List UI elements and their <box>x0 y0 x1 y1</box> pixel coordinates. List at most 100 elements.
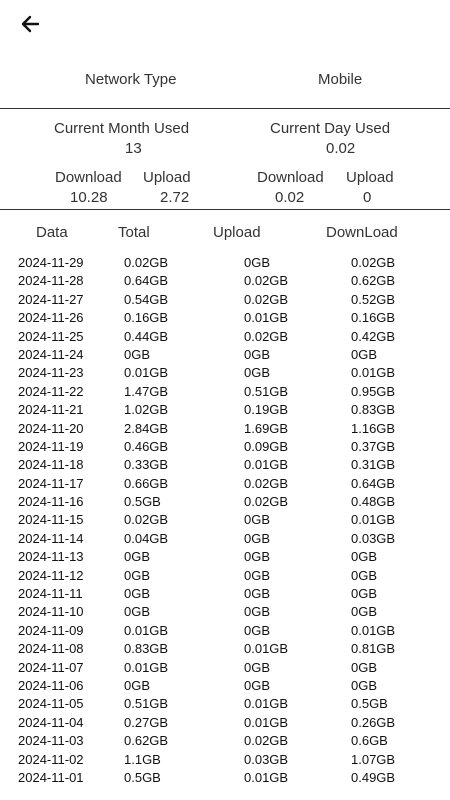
table-row: 2024-11-26 0.16GB 0.01GB 0.16GB <box>0 310 450 328</box>
row-download: 0.26GB <box>351 714 396 730</box>
table-row: 2024-11-14 0.04GB 0GB 0.03GB <box>0 531 450 549</box>
row-upload: 0.02GB <box>244 733 289 749</box>
divider-middle <box>0 209 450 210</box>
row-upload: 0GB <box>244 365 271 381</box>
row-download: 0.81GB <box>351 641 396 657</box>
row-download: 0.42GB <box>351 328 396 344</box>
row-total: 1.47GB <box>124 383 169 399</box>
row-download: 0.49GB <box>351 769 396 785</box>
row-total: 0GB <box>124 346 151 362</box>
table-row: 2024-11-21 1.02GB 0.19GB 0.83GB <box>0 402 450 420</box>
table-row: 2024-11-10 0GB 0GB 0GB <box>0 604 450 622</box>
row-upload: 0.02GB <box>244 494 289 510</box>
row-total: 1.1GB <box>124 751 161 767</box>
table-row: 2024-11-07 0.01GB 0GB 0GB <box>0 660 450 678</box>
table-row: 2024-11-12 0GB 0GB 0GB <box>0 568 450 586</box>
table-row: 2024-11-24 0GB 0GB 0GB <box>0 347 450 365</box>
table-row: 2024-11-17 0.66GB 0.02GB 0.64GB <box>0 476 450 494</box>
row-date: 2024-11-09 <box>18 622 84 638</box>
row-date: 2024-11-18 <box>18 457 84 473</box>
day-title: Current Day Used <box>270 120 391 137</box>
divider-top <box>0 108 450 109</box>
row-upload: 0.02GB <box>244 273 289 289</box>
network-type-label: Network Type <box>85 71 177 88</box>
month-title: Current Month Used <box>54 120 190 137</box>
row-total: 0.27GB <box>124 714 169 730</box>
row-upload: 0GB <box>244 567 271 583</box>
row-download: 0.64GB <box>351 475 396 491</box>
row-upload: 0GB <box>244 512 271 528</box>
table-row: 2024-11-23 0.01GB 0GB 0.01GB <box>0 365 450 383</box>
row-upload: 0.01GB <box>244 310 289 326</box>
row-date: 2024-11-07 <box>18 659 84 675</box>
row-upload: 0.01GB <box>244 769 289 785</box>
row-upload: 0.02GB <box>244 291 289 307</box>
row-total: 0.64GB <box>124 273 169 289</box>
row-total: 0.16GB <box>124 310 169 326</box>
day-download-value: 0.02 <box>275 189 305 206</box>
month-upload-value: 2.72 <box>160 189 190 206</box>
day-download-label: Download <box>257 169 324 186</box>
row-date: 2024-11-23 <box>18 365 84 381</box>
row-download: 0.01GB <box>351 622 396 638</box>
row-total: 0.01GB <box>124 659 169 675</box>
day-upload-label: Upload <box>346 169 394 186</box>
row-total: 0.04GB <box>124 530 169 546</box>
row-upload: 0GB <box>244 677 271 693</box>
row-date: 2024-11-22 <box>18 383 84 399</box>
row-total: 0GB <box>124 604 151 620</box>
row-upload: 0.02GB <box>244 328 289 344</box>
row-download: 0GB <box>351 677 378 693</box>
row-upload: 0GB <box>244 530 271 546</box>
row-download: 0GB <box>351 567 378 583</box>
row-total: 0.44GB <box>124 328 169 344</box>
table-row: 2024-11-06 0GB 0GB 0GB <box>0 678 450 696</box>
row-download: 0.37GB <box>351 438 396 454</box>
row-download: 0.52GB <box>351 291 396 307</box>
usage-summary: Current Month Used 13 Download Upload 10… <box>0 110 450 210</box>
network-type-value: Mobile <box>318 71 363 88</box>
row-upload: 0.01GB <box>244 641 289 657</box>
row-download: 1.16GB <box>351 420 396 436</box>
back-button[interactable] <box>16 10 48 38</box>
row-download: 0.16GB <box>351 310 396 326</box>
row-date: 2024-11-08 <box>18 641 84 657</box>
table-row: 2024-11-09 0.01GB 0GB 0.01GB <box>0 623 450 641</box>
table-row: 2024-11-13 0GB 0GB 0GB <box>0 549 450 567</box>
row-date: 2024-11-02 <box>18 751 84 767</box>
table-row: 2024-11-02 1.1GB 0.03GB 1.07GB <box>0 752 450 770</box>
row-upload: 0.02GB <box>244 475 289 491</box>
row-date: 2024-11-15 <box>18 512 84 528</box>
row-total: 0.02GB <box>124 512 169 528</box>
row-download: 0.95GB <box>351 383 396 399</box>
row-date: 2024-11-26 <box>18 310 84 326</box>
network-type-row: Network Type Mobile <box>0 48 450 108</box>
row-date: 2024-11-16 <box>18 494 84 510</box>
table-row: 2024-11-22 1.47GB 0.51GB 0.95GB <box>0 384 450 402</box>
table-row: 2024-11-27 0.54GB 0.02GB 0.52GB <box>0 292 450 310</box>
day-upload-value: 0 <box>363 189 372 206</box>
table-row: 2024-11-03 0.62GB 0.02GB 0.6GB <box>0 733 450 751</box>
table-row: 2024-11-20 2.84GB 1.69GB 1.16GB <box>0 421 450 439</box>
row-date: 2024-11-12 <box>18 567 84 583</box>
row-date: 2024-11-29 <box>18 255 84 270</box>
table-row: 2024-11-11 0GB 0GB 0GB <box>0 586 450 604</box>
row-date: 2024-11-24 <box>18 346 84 362</box>
row-download: 0.02GB <box>351 255 396 270</box>
row-download: 0.62GB <box>351 273 396 289</box>
row-date: 2024-11-25 <box>18 328 84 344</box>
row-upload: 0.09GB <box>244 438 289 454</box>
table-row: 2024-11-15 0.02GB 0GB 0.01GB <box>0 512 450 530</box>
row-total: 0GB <box>124 677 151 693</box>
row-date: 2024-11-06 <box>18 677 84 693</box>
row-download: 0.01GB <box>351 512 396 528</box>
row-date: 2024-11-11 <box>18 586 83 602</box>
row-upload: 0.01GB <box>244 714 289 730</box>
row-download: 0.31GB <box>351 457 396 473</box>
row-total: 0.01GB <box>124 622 169 638</box>
row-date: 2024-11-17 <box>18 475 84 491</box>
row-total: 2.84GB <box>124 420 169 436</box>
row-upload: 0.03GB <box>244 751 289 767</box>
row-total: 0.46GB <box>124 438 169 454</box>
row-upload: 0GB <box>244 604 271 620</box>
